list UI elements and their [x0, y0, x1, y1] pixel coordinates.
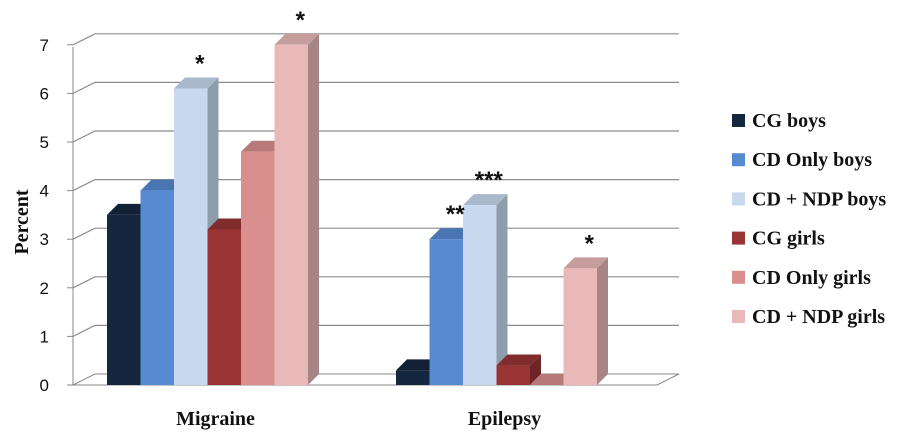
y-tick-label: 0: [40, 376, 49, 395]
y-tick-label: 7: [40, 36, 49, 55]
legend-label: CD + NDP boys: [752, 188, 886, 210]
y-tick-label: 2: [40, 279, 49, 298]
x-category-label: Epilepsy: [468, 408, 541, 430]
significance-marker: **: [446, 201, 465, 228]
gridline: [72, 179, 679, 192]
y-tick-label: 3: [40, 230, 49, 249]
significance-marker: *: [296, 7, 306, 34]
legend-label: CD Only girls: [752, 267, 871, 289]
gridline: [72, 130, 679, 143]
x-axis-labels: Migraine Epilepsy: [176, 408, 541, 430]
significance-marker: *: [585, 230, 595, 257]
significance-marker: ***: [475, 167, 504, 194]
legend: CG boys CD Only boys CD + NDP boys CG girls…: [732, 110, 886, 328]
legend-label: CD Only boys: [752, 149, 872, 171]
legend-item: CD + NDP girls: [732, 306, 885, 328]
significance-marker: *: [195, 51, 205, 78]
y-tick-label: 1: [40, 327, 49, 346]
legend-swatch: [732, 192, 745, 206]
y-tick-label: 5: [40, 133, 49, 152]
legend-label: CG girls: [752, 228, 825, 250]
gridline: [72, 33, 679, 46]
legend-swatch: [732, 153, 745, 167]
legend-item: CG boys: [732, 110, 826, 132]
legend-label: CD + NDP girls: [752, 306, 885, 328]
y-tick-label: 4: [40, 182, 49, 201]
legend-item: CD Only girls: [732, 267, 871, 289]
bar: [563, 257, 608, 385]
bar: [274, 33, 319, 386]
legend-item: CG girls: [732, 228, 825, 250]
bar: [530, 374, 575, 385]
legend-label: CG boys: [752, 110, 826, 132]
gridline: [72, 81, 679, 94]
legend-item: CD Only boys: [732, 149, 872, 171]
legend-swatch: [732, 114, 745, 127]
bar: [463, 194, 508, 385]
y-axis-label: Percent: [11, 189, 33, 254]
legend-item: CD + NDP boys: [732, 188, 886, 210]
x-category-label: Migraine: [176, 408, 255, 430]
bar: [496, 354, 541, 385]
legend-swatch: [732, 310, 745, 323]
legend-swatch: [732, 231, 745, 245]
legend-swatch: [732, 270, 745, 284]
y-axis-ticks: 0 1 2 3 4 5 6 7: [40, 36, 73, 395]
y-tick-label: 6: [40, 84, 49, 103]
bars: [107, 33, 608, 386]
significance-labels: ********: [195, 7, 595, 258]
